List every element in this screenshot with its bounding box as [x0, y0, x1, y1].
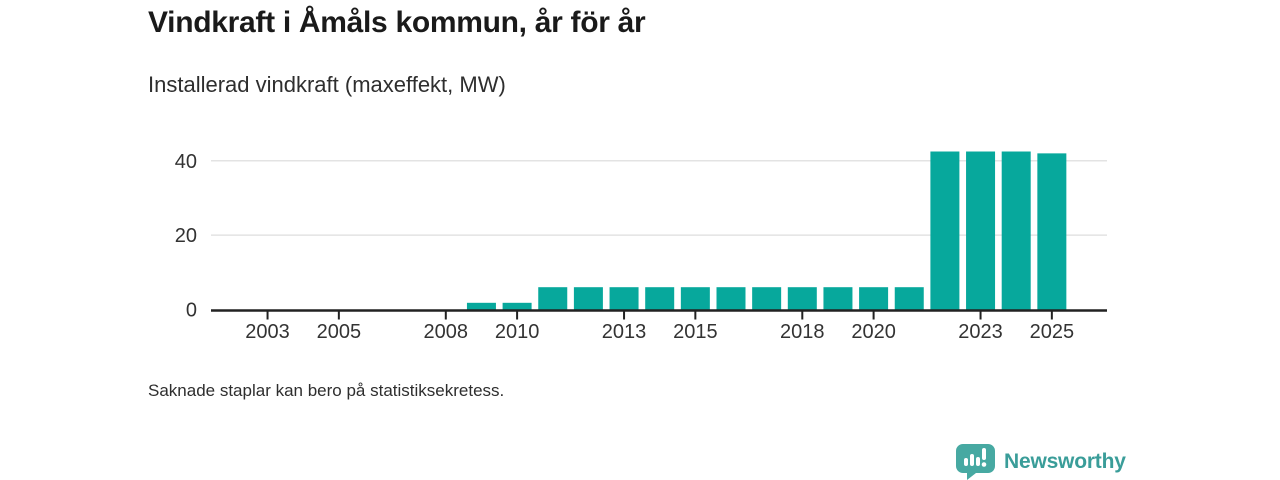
bar-2010 — [502, 302, 532, 310]
bar-2011 — [538, 287, 568, 310]
chart-subtitle: Installerad vindkraft (maxeffekt, MW) — [148, 72, 506, 97]
x-tick-label-2008: 2008 — [424, 321, 469, 343]
bar-2019 — [823, 287, 853, 310]
bar-2016 — [716, 287, 746, 310]
newsworthy-wordmark: Newsworthy — [1004, 450, 1126, 473]
bar-2025 — [1037, 153, 1067, 310]
x-tick-label-2010: 2010 — [495, 321, 540, 343]
x-tick-label-2020: 2020 — [851, 321, 896, 343]
page-title: Vindkraft i Åmåls kommun, år för år — [148, 6, 646, 39]
x-tick-label-2003: 2003 — [245, 321, 290, 343]
bar-2013 — [609, 287, 639, 310]
x-tick-label-2005: 2005 — [317, 321, 362, 343]
footnote: Saknade staplar kan bero på statistiksek… — [148, 381, 505, 400]
y-tick-label-0: 0 — [186, 300, 197, 322]
bar-2022 — [930, 151, 960, 310]
newsworthy-logo: Newsworthy — [956, 444, 1126, 480]
bar-2024 — [1001, 151, 1031, 310]
bar-2017 — [752, 287, 782, 310]
newsworthy-icon — [956, 444, 995, 480]
bar-2020 — [859, 287, 889, 310]
bar-2009 — [466, 302, 496, 310]
x-tick-label-2023: 2023 — [958, 321, 1003, 343]
x-tick-label-2025: 2025 — [1030, 321, 1075, 343]
y-tick-label-20: 20 — [175, 225, 197, 247]
bar-2014 — [645, 287, 675, 310]
bar-2018 — [787, 287, 817, 310]
y-tick-label-40: 40 — [175, 151, 197, 173]
bar-2021 — [894, 287, 924, 310]
x-tick-label-2018: 2018 — [780, 321, 825, 343]
bar-2015 — [680, 287, 710, 310]
bar-2023 — [966, 151, 996, 310]
bar-2012 — [573, 287, 603, 310]
x-tick-label-2013: 2013 — [602, 321, 647, 343]
x-tick-label-2015: 2015 — [673, 321, 718, 343]
